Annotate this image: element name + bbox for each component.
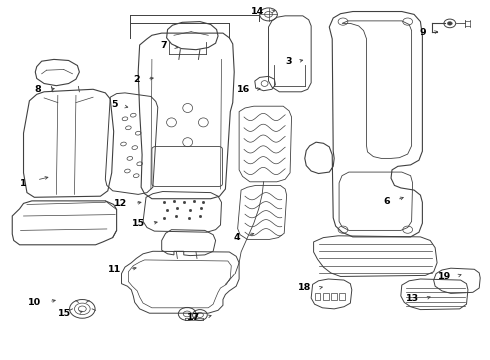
Bar <box>323 293 329 300</box>
Text: 16: 16 <box>237 85 250 94</box>
Text: 8: 8 <box>34 85 41 94</box>
Text: 13: 13 <box>406 294 419 303</box>
Text: 15: 15 <box>58 309 71 318</box>
Text: 3: 3 <box>285 57 292 66</box>
Text: 9: 9 <box>419 28 426 37</box>
Text: 19: 19 <box>438 272 451 281</box>
Bar <box>339 293 345 300</box>
Text: 14: 14 <box>251 7 265 16</box>
Circle shape <box>447 22 452 25</box>
Text: 17: 17 <box>187 313 200 322</box>
Text: 15: 15 <box>131 219 145 228</box>
Bar <box>315 293 320 300</box>
Text: 4: 4 <box>233 233 240 242</box>
Bar <box>331 293 337 300</box>
Text: 12: 12 <box>114 199 127 208</box>
Text: 11: 11 <box>108 266 122 274</box>
Text: 7: 7 <box>160 40 167 49</box>
Text: 10: 10 <box>27 298 41 307</box>
Text: 1: 1 <box>20 179 27 188</box>
Text: 6: 6 <box>383 197 390 206</box>
Text: 2: 2 <box>133 75 140 84</box>
Text: 18: 18 <box>298 284 312 292</box>
Text: 5: 5 <box>111 100 118 109</box>
